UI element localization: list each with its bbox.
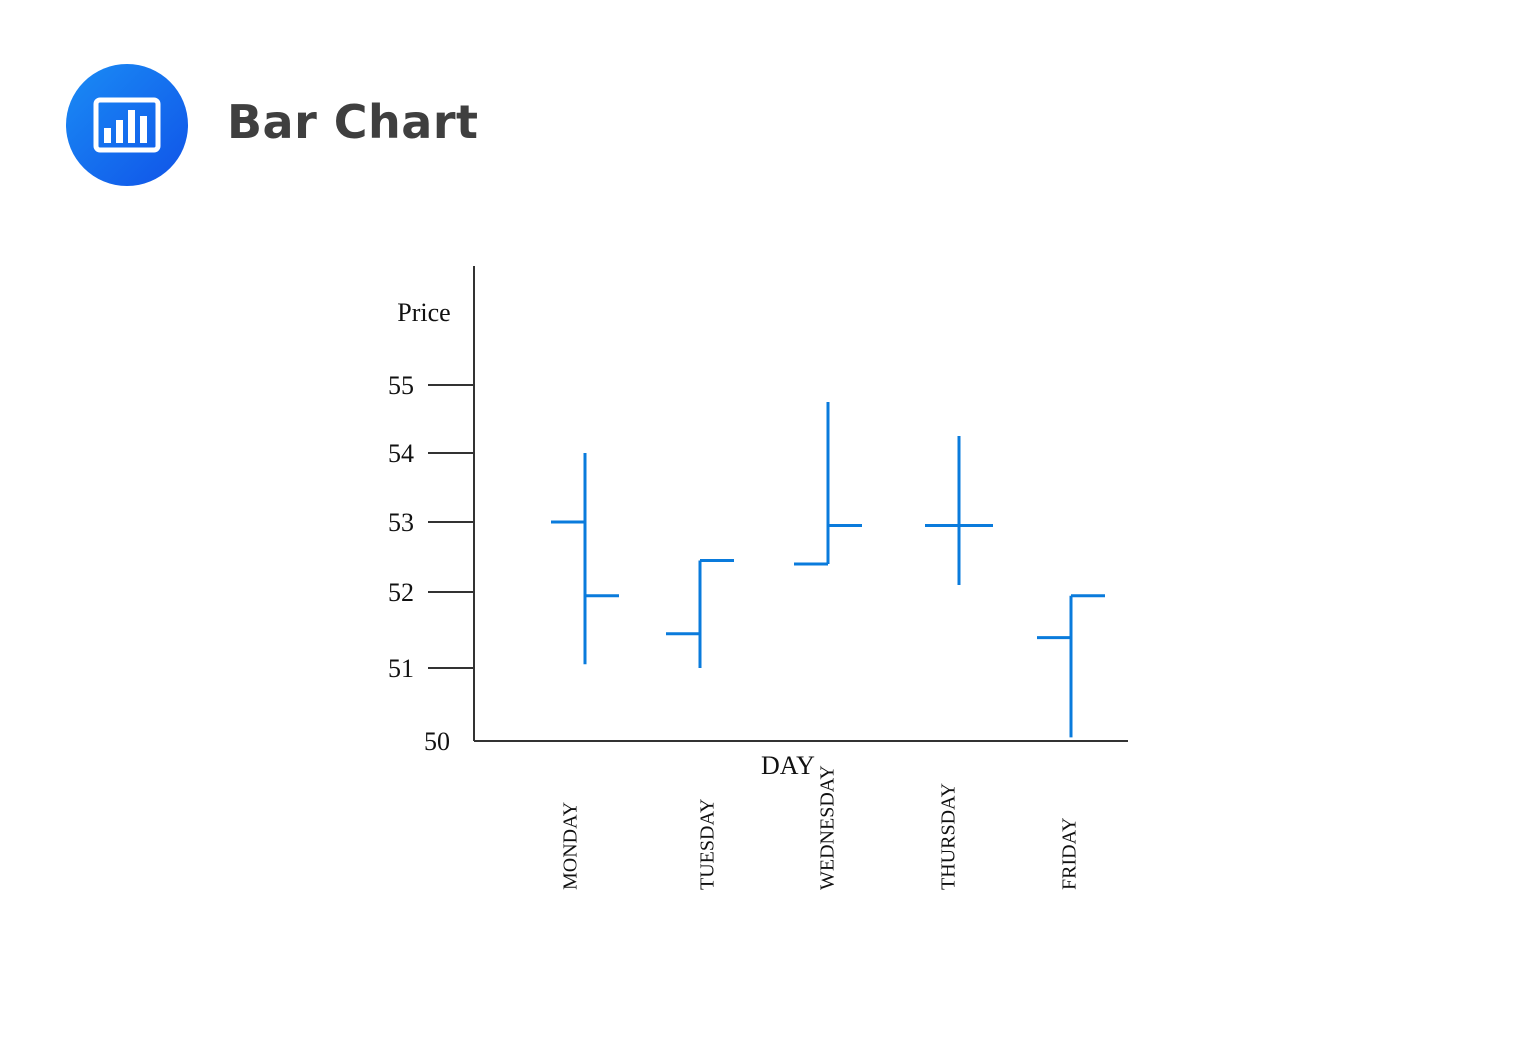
x-tick-label: WEDNESDAY: [817, 765, 839, 890]
y-tick-label: 53: [388, 508, 414, 537]
chart-axes: [473, 266, 1128, 742]
x-tick-label: FRIDAY: [1059, 817, 1081, 890]
y-axis-label: Price: [397, 298, 450, 327]
page-title: Bar Chart: [227, 95, 479, 149]
chart-marks: [551, 402, 1105, 738]
x-tick-label: THURSDAY: [938, 783, 960, 890]
bar-chart-icon: [93, 97, 161, 153]
ohlc-bar-monday: [551, 453, 619, 665]
y-tick-label: 55: [388, 371, 414, 400]
y-tick-label: 51: [388, 654, 414, 683]
ohlc-bar-thursday: [925, 436, 993, 585]
chart-badge: [66, 64, 188, 186]
x-tick-label: MONDAY: [560, 802, 582, 890]
ohlc-bar-wednesday: [794, 402, 862, 566]
y-tick-label: 52: [388, 578, 414, 607]
ohlc-bar-tuesday: [666, 559, 734, 668]
y-tick-label: 54: [388, 439, 414, 468]
x-tick-label: TUESDAY: [697, 799, 719, 891]
y-axis-ticks: 50 51 52 53 54 55: [388, 371, 474, 756]
x-axis-label: DAY: [761, 751, 815, 780]
ohlc-bar-friday: [1037, 594, 1105, 738]
x-axis-categories: MONDAY TUESDAY WEDNESDAY THURSDAY FRIDAY: [560, 765, 1081, 890]
y-tick-label: 50: [424, 727, 450, 756]
